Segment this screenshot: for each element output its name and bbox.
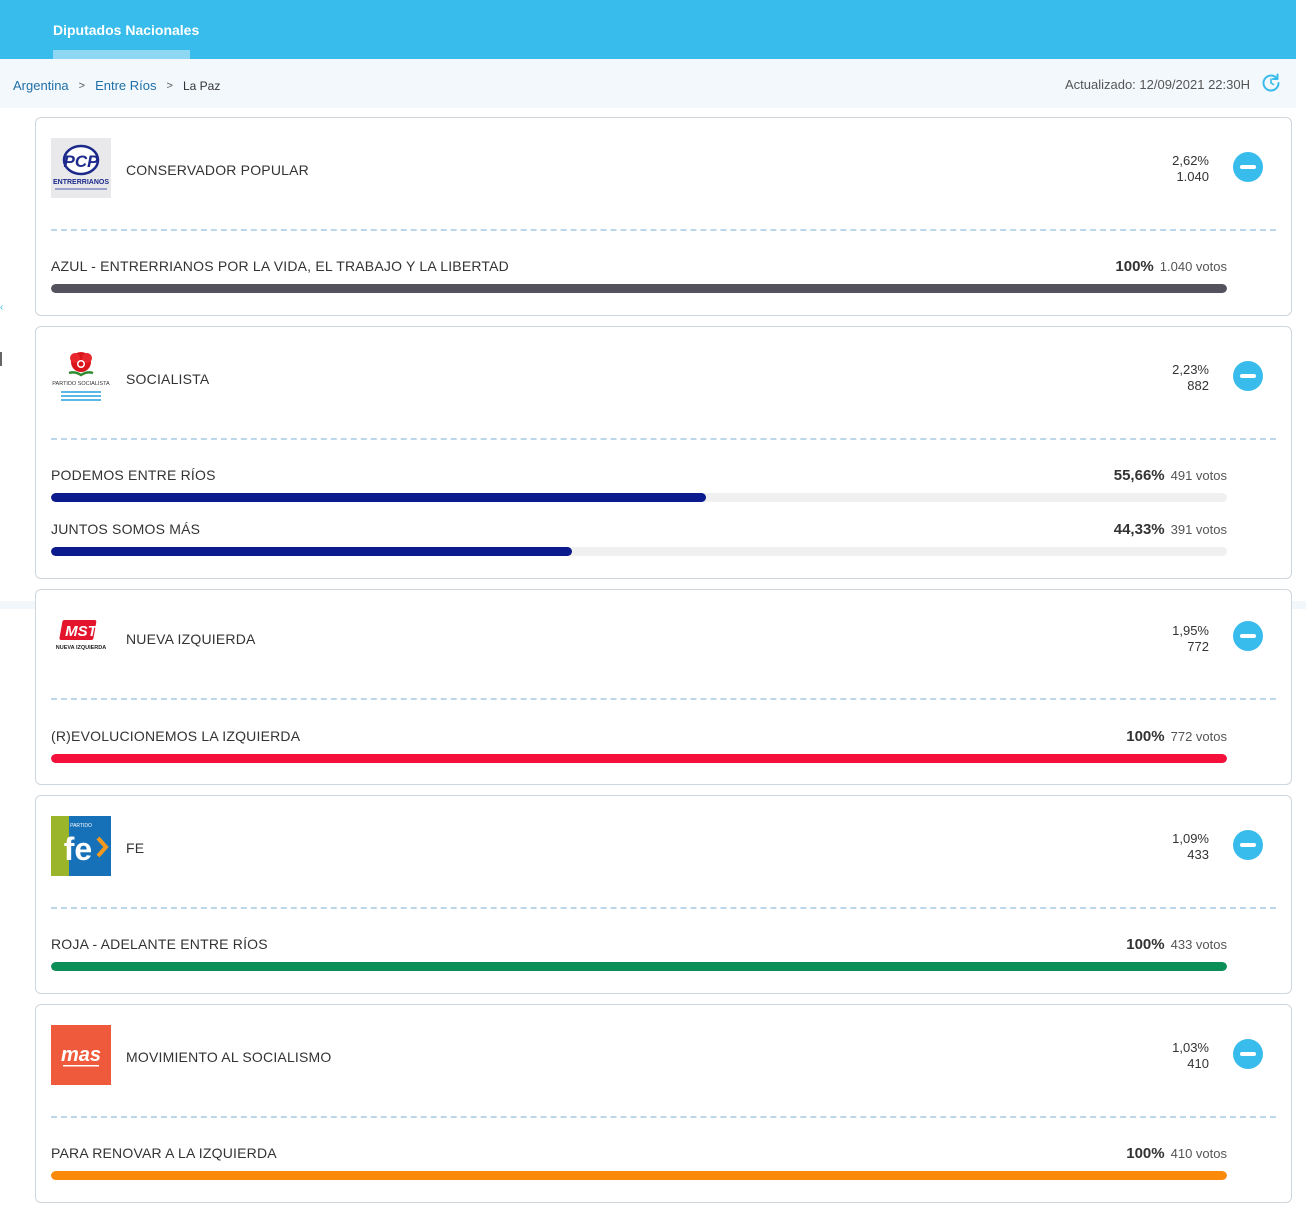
progress-fill	[51, 493, 706, 502]
collapse-button[interactable]	[1233, 830, 1263, 860]
edge-arrow-icon: ‹	[0, 302, 4, 313]
party-percent: 2,62%	[1172, 153, 1209, 168]
collapse-button[interactable]	[1233, 152, 1263, 182]
list-votes: 391 votos	[1170, 522, 1227, 537]
list-stats: 55,66% 491 votos	[1114, 467, 1227, 484]
mst-logo-text: MST	[65, 623, 99, 640]
pcp-logo-subtext: ENTRERRIANOS	[53, 179, 109, 186]
list-stats: 100% 433 votos	[1126, 936, 1227, 953]
party-percent: 2,23%	[1172, 362, 1209, 377]
collapse-button[interactable]	[1233, 361, 1263, 391]
list-votes: 491 votos	[1170, 468, 1227, 483]
list-stats: 44,33% 391 votos	[1114, 521, 1227, 538]
pcp-logo-text: PCP	[64, 152, 100, 171]
party-percent: 1,03%	[1172, 1040, 1209, 1055]
party-percent: 1,95%	[1172, 623, 1209, 638]
breadcrumb-separator: >	[78, 79, 86, 92]
party-card: PARTIDO fe FE 1,09% 433 ROJA - ADELANTE …	[35, 795, 1292, 994]
partido-socialista-logo: PARTIDO SOCIALISTA	[51, 347, 111, 407]
breadcrumb-province[interactable]: Entre Ríos	[95, 78, 157, 93]
party-stats: 1,09% 433	[1172, 831, 1209, 863]
list-name: ROJA - ADELANTE ENTRE RÍOS	[51, 936, 268, 952]
party-card: MST NUEVA IZQUIERDA NUEVA IZQUIERDA 1,95…	[35, 589, 1292, 785]
last-updated-text: Actualizado: 12/09/2021 22:30H	[1064, 77, 1250, 92]
party-card: PCP ENTRERRIANOS CONSERVADOR POPULAR 2,6…	[35, 117, 1292, 316]
collapse-button[interactable]	[1233, 1039, 1263, 1069]
party-name: CONSERVADOR POPULAR	[126, 162, 309, 178]
dashed-divider	[51, 438, 1276, 440]
party-votes: 772	[1187, 639, 1209, 654]
breadcrumb-locality: La Paz	[182, 78, 221, 93]
party-stats: 1,95% 772	[1172, 623, 1209, 655]
list-percent: 55,66%	[1113, 467, 1165, 484]
party-name: NUEVA IZQUIERDA	[126, 631, 256, 647]
party-card: mas MOVIMIENTO AL SOCIALISMO 1,03% 410 P…	[35, 1004, 1292, 1203]
list-votes: 410 votos	[1170, 1146, 1227, 1161]
list-stats: 100% 1.040 votos	[1115, 258, 1227, 275]
progress-track	[51, 284, 1227, 293]
fe-logo: PARTIDO fe	[51, 816, 111, 876]
top-nav-bar: Diputados Nacionales	[0, 0, 1296, 59]
party-stats: 1,03% 410	[1172, 1040, 1209, 1072]
party-name: SOCIALISTA	[126, 371, 210, 387]
list-votes: 772 votos	[1170, 729, 1227, 744]
progress-track	[51, 1171, 1227, 1180]
dashed-divider	[51, 229, 1276, 231]
fe-logo-subtext: PARTIDO	[70, 823, 92, 829]
list-name: PODEMOS ENTRE RÍOS	[51, 467, 216, 483]
progress-track	[51, 547, 1227, 556]
party-percent: 1,09%	[1172, 831, 1209, 846]
active-tab-indicator	[53, 50, 190, 59]
collapse-button[interactable]	[1233, 621, 1263, 651]
party-votes: 433	[1187, 847, 1209, 862]
list-stats: 100% 410 votos	[1126, 1145, 1227, 1162]
list-votes: 433 votos	[1170, 937, 1227, 952]
list-name: AZUL - ENTRERRIANOS POR LA VIDA, EL TRAB…	[51, 258, 509, 274]
party-card: PARTIDO SOCIALISTA SOCIALISTA 2,23% 882 …	[35, 326, 1292, 579]
breadcrumb-country[interactable]: Argentina	[13, 78, 69, 93]
dashed-divider	[51, 907, 1276, 909]
breadcrumb-separator: >	[166, 79, 173, 92]
mas-logo: mas	[51, 1025, 111, 1085]
list-stats: 100% 772 votos	[1126, 728, 1227, 745]
progress-track	[51, 493, 1227, 502]
progress-fill	[51, 547, 573, 556]
party-stats: 2,62% 1.040	[1172, 153, 1209, 185]
list-percent: 100%	[1126, 728, 1165, 745]
progress-fill	[51, 1171, 1227, 1180]
party-votes: 410	[1187, 1056, 1209, 1071]
list-percent: 100%	[1126, 936, 1165, 953]
party-name: MOVIMIENTO AL SOCIALISMO	[126, 1049, 332, 1065]
mst-logo-subtext: NUEVA IZQUIERDA	[56, 645, 106, 651]
party-name: FE	[126, 840, 145, 856]
socialista-logo-text: PARTIDO SOCIALISTA	[52, 381, 110, 387]
list-percent: 44,33%	[1113, 521, 1165, 538]
list-name: PARA RENOVAR A LA IZQUIERDA	[51, 1145, 277, 1161]
progress-fill	[51, 754, 1227, 763]
tab-diputados-nacionales[interactable]: Diputados Nacionales	[53, 22, 200, 38]
dashed-divider	[51, 698, 1276, 700]
progress-track	[51, 962, 1227, 971]
list-name: JUNTOS SOMOS MÁS	[51, 521, 201, 537]
progress-fill	[51, 962, 1227, 971]
mas-logo-text: mas	[61, 1044, 101, 1066]
mst-logo: MST NUEVA IZQUIERDA	[56, 620, 106, 651]
party-votes: 882	[1187, 378, 1209, 393]
progress-fill	[51, 284, 1227, 293]
fe-logo-text: fe	[64, 831, 92, 867]
edge-handle	[0, 352, 2, 366]
pcp-logo: PCP ENTRERRIANOS	[51, 138, 111, 198]
progress-track	[51, 754, 1227, 763]
list-percent: 100%	[1115, 258, 1154, 275]
list-percent: 100%	[1126, 1145, 1165, 1162]
party-stats: 2,23% 882	[1172, 362, 1209, 394]
dashed-divider	[51, 1116, 1276, 1118]
list-votes: 1.040 votos	[1159, 259, 1227, 274]
refresh-icon[interactable]	[1260, 72, 1282, 94]
breadcrumb: Argentina > Entre Ríos > La Paz	[13, 78, 220, 93]
party-votes: 1.040	[1176, 169, 1209, 184]
breadcrumb-bar: Argentina > Entre Ríos > La Paz Actualiz…	[0, 59, 1296, 108]
list-name: (R)EVOLUCIONEMOS LA IZQUIERDA	[51, 728, 301, 744]
